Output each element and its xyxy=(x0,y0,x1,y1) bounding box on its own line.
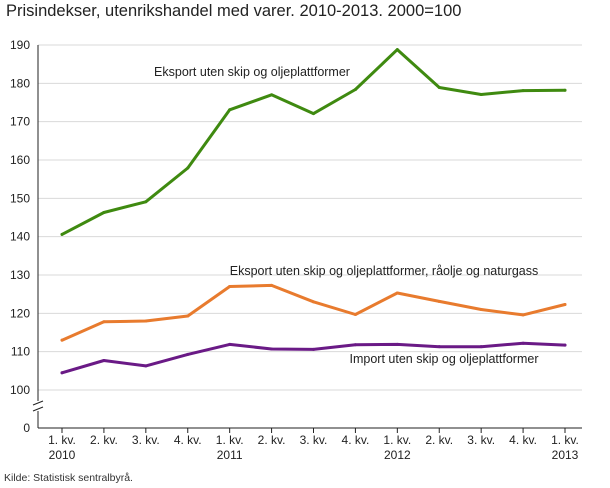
series-label: Eksport uten skip og oljeplattformer xyxy=(154,65,350,79)
data-point xyxy=(186,166,190,170)
y-tick-label: 120 xyxy=(10,306,30,320)
axis-break-gap xyxy=(32,401,44,411)
data-point xyxy=(563,88,567,92)
y-tick-label: 160 xyxy=(10,153,30,167)
data-point xyxy=(270,283,274,287)
x-tick-year: 2013 xyxy=(552,448,579,462)
data-point xyxy=(479,308,483,311)
data-point xyxy=(312,347,315,351)
x-tick-label: 1. kv. xyxy=(48,433,76,447)
x-tick-label: 2. kv. xyxy=(258,433,286,447)
data-point xyxy=(437,345,441,349)
y-tick-label: 110 xyxy=(11,345,30,359)
data-point xyxy=(60,232,64,236)
x-tick-year: 2012 xyxy=(384,448,411,462)
data-point xyxy=(144,364,148,368)
data-point xyxy=(228,342,232,346)
y-tick-label: 0 xyxy=(23,421,30,435)
data-point xyxy=(228,285,232,288)
series-label: Import uten skip og oljeplattformer xyxy=(350,352,539,366)
data-point xyxy=(521,341,525,345)
x-tick-label: 1. kv. xyxy=(216,433,244,447)
x-tick-label: 4. kv. xyxy=(342,433,370,447)
data-point xyxy=(144,319,148,323)
y-tick-label: 130 xyxy=(10,268,30,282)
x-tick-label: 2. kv. xyxy=(90,433,118,447)
data-point xyxy=(186,352,190,356)
data-point xyxy=(353,343,357,347)
x-tick-label: 3. kv. xyxy=(300,433,328,447)
data-point xyxy=(395,342,399,346)
data-point xyxy=(144,200,148,204)
data-point xyxy=(270,93,274,97)
data-point xyxy=(521,89,525,93)
data-point xyxy=(228,108,232,112)
x-tick-label: 3. kv. xyxy=(132,433,160,447)
y-axis: 0 100 110 120 130 140 150 160 170 180 190 xyxy=(10,38,44,435)
data-point xyxy=(437,299,441,303)
y-tick-label: 140 xyxy=(10,230,30,244)
data-point xyxy=(479,92,483,96)
series-labels: Eksport uten skip og oljeplattformer Eksp… xyxy=(154,65,538,366)
data-point xyxy=(353,87,357,91)
x-tick-label: 1. kv. xyxy=(551,433,579,447)
data-point xyxy=(102,320,106,324)
x-tick-label: 4. kv. xyxy=(509,433,537,447)
y-tick-label: 150 xyxy=(10,191,30,205)
data-point xyxy=(312,112,315,116)
data-point xyxy=(353,312,357,316)
grid-lines xyxy=(38,44,582,391)
data-point xyxy=(563,303,567,307)
y-tick-label: 100 xyxy=(10,383,30,397)
axis-break-mark xyxy=(32,406,44,412)
y-tick-label: 190 xyxy=(10,38,30,52)
data-point xyxy=(270,347,274,351)
series-line xyxy=(60,283,567,342)
x-tick-year: 2010 xyxy=(49,448,76,462)
y-tick-label: 170 xyxy=(10,115,30,129)
data-point xyxy=(521,313,525,317)
y-tick-label: 180 xyxy=(10,76,30,90)
data-point xyxy=(102,211,106,215)
x-tick-label: 1. kv. xyxy=(383,433,411,447)
x-tick-year: 2011 xyxy=(217,448,243,462)
series-label: Eksport uten skip og oljeplattformer, rå… xyxy=(230,264,539,278)
data-point xyxy=(479,345,483,349)
chart-title: Prisindekser, utenrikshandel med varer. … xyxy=(6,2,462,20)
data-point xyxy=(186,314,190,318)
data-point xyxy=(437,86,441,90)
series-group xyxy=(60,48,567,375)
source-note: Kilde: Statistisk sentralbyrå. xyxy=(4,472,133,484)
data-point xyxy=(60,371,64,375)
data-point xyxy=(563,343,567,347)
data-point xyxy=(395,291,399,295)
x-tick-label: 3. kv. xyxy=(467,433,495,447)
data-point xyxy=(102,358,106,362)
data-point xyxy=(312,300,315,304)
data-point xyxy=(60,338,64,342)
data-point xyxy=(395,48,399,52)
axis-break-mark xyxy=(32,400,44,406)
x-tick-label: 2. kv. xyxy=(425,433,453,447)
x-tick-label: 4. kv. xyxy=(174,433,202,447)
